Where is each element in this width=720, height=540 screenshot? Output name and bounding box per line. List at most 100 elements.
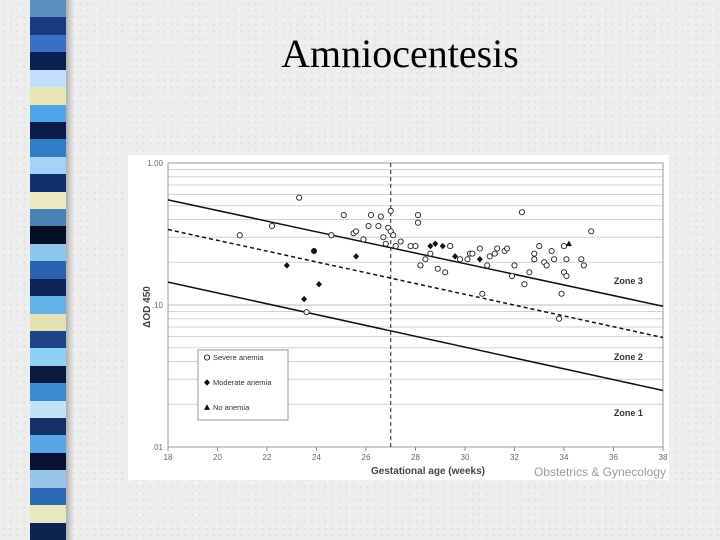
data-point (565, 240, 572, 247)
x-tick-label: 18 (164, 453, 173, 462)
data-point (531, 256, 538, 263)
data-point (392, 243, 399, 250)
data-point (328, 232, 335, 239)
data-point (353, 228, 360, 235)
data-point (504, 245, 511, 252)
strip-block (30, 278, 66, 297)
source-credit: Obstetrics & Gynecology (534, 465, 666, 479)
strip-block (30, 104, 66, 123)
data-point (551, 256, 558, 263)
data-point (479, 290, 486, 297)
strip-block (30, 17, 66, 36)
zone-label: Zone 2 (614, 352, 643, 362)
y-axis-title: ΔOD 450 (142, 286, 153, 328)
data-point (390, 232, 397, 239)
data-point (303, 309, 310, 316)
data-point (236, 232, 243, 239)
data-point (301, 295, 308, 303)
zone-boundary-lines (167, 163, 664, 447)
y-tick-label: .01 (152, 443, 164, 452)
data-point (367, 211, 374, 219)
data-point (548, 247, 555, 255)
data-point (536, 243, 543, 250)
x-tick-label: 30 (461, 453, 470, 462)
data-point (526, 269, 533, 276)
y-tick-label: .10 (152, 301, 164, 310)
strip-block (30, 156, 66, 175)
x-tick-label: 26 (362, 453, 371, 462)
strip-block (30, 296, 66, 315)
zone-label: Zone 1 (614, 408, 643, 418)
data-point (427, 242, 434, 250)
data-point (452, 253, 459, 260)
strip-block (30, 191, 66, 210)
data-point (476, 256, 483, 263)
data-point (531, 250, 538, 257)
x-axis-title: Gestational age (weeks) (371, 466, 485, 477)
x-tick-label: 34 (560, 453, 569, 462)
data-point (484, 262, 491, 269)
strip-block (30, 226, 66, 245)
scatter-chart: 18 20 22 24 26 28 30 32 34 36 381.00.10.01 Zone 3Z… (142, 159, 668, 479)
strip-block (30, 435, 66, 454)
data-point (412, 243, 419, 250)
data-point (486, 253, 493, 260)
decorative-color-strip (30, 0, 66, 540)
legend-entry: No anemia (213, 403, 250, 412)
data-point (508, 272, 516, 280)
legend-entry: Moderate anemia (213, 378, 272, 387)
strip-block (30, 121, 66, 140)
data-point (353, 253, 360, 260)
zone-boundary-line (167, 228, 664, 339)
data-point (377, 213, 384, 220)
data-point (518, 209, 525, 216)
legend-marker (204, 379, 210, 386)
data-point (464, 256, 471, 263)
zone-boundary-line (167, 199, 664, 307)
data-point (432, 240, 439, 247)
strip-block (30, 522, 66, 540)
legend-entry: Severe anemia (213, 353, 264, 362)
zone-boundary-line (167, 281, 664, 392)
data-point (469, 250, 476, 257)
data-point (375, 222, 382, 230)
data-point (422, 256, 429, 263)
x-tick-label: 20 (213, 453, 222, 462)
data-point (427, 250, 434, 257)
legend-marker (203, 354, 211, 361)
data-point (315, 281, 322, 288)
strip-block (30, 487, 66, 506)
legend-marker (204, 404, 210, 410)
strip-block (30, 174, 66, 193)
zone-label: Zone 3 (614, 276, 643, 286)
strip-block (30, 209, 66, 227)
data-point (555, 315, 563, 322)
data-point (563, 272, 570, 280)
data-point (407, 243, 414, 250)
data-point (439, 242, 446, 250)
chart-labels: Zone 3 Zone 2 Zone 1 Gestational age (weeks… (142, 276, 666, 479)
strip-block (30, 383, 66, 402)
data-point (387, 207, 394, 214)
data-point (283, 262, 290, 269)
data-point (414, 219, 422, 226)
data-points (236, 194, 595, 322)
data-point (434, 265, 441, 272)
strip-block (30, 313, 66, 332)
strip-block (30, 243, 66, 262)
grid-lines (168, 162, 663, 448)
x-tick-label: 22 (263, 453, 272, 462)
data-point (442, 269, 449, 276)
data-point (560, 243, 568, 250)
x-tick-label: 36 (609, 453, 618, 462)
slide-title: Amniocentesis (281, 31, 519, 76)
strip-block (30, 34, 66, 53)
data-point (476, 245, 483, 252)
data-point (417, 262, 424, 269)
x-tick-label: 32 (510, 453, 519, 462)
data-point (578, 256, 585, 263)
data-point (580, 262, 587, 269)
data-point (397, 238, 404, 245)
data-point (543, 262, 550, 269)
